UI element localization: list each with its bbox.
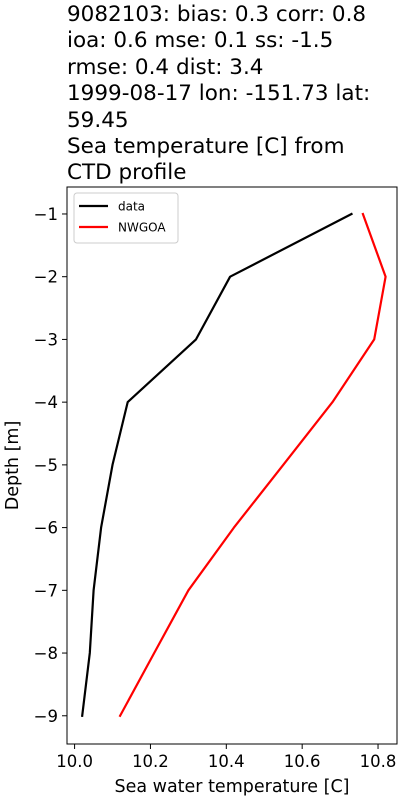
title-line: rmse: 0.4 dist: 3.4 — [67, 54, 264, 80]
title-line: ioa: 0.6 mse: 0.1 ss: -1.5 — [67, 28, 334, 54]
series-line-nwgoa — [118, 212, 387, 718]
y-tick-label: −7 — [34, 581, 58, 600]
series-layer — [80, 212, 387, 718]
y-tick-label: −2 — [34, 268, 58, 287]
y-tick-label: −4 — [34, 393, 58, 412]
x-tick-label: 10.4 — [208, 752, 245, 771]
series-line-data — [80, 212, 353, 718]
title-line: 1999-08-17 lon: -151.73 lat: — [67, 81, 371, 107]
plot-frame — [66, 186, 398, 745]
x-tick-label: 10.2 — [132, 752, 169, 771]
x-tick-label: 10.6 — [284, 752, 321, 771]
y-tick-label: −3 — [34, 330, 58, 349]
y-tick-label: −1 — [34, 205, 58, 224]
legend-label-nwgoa: NWGOA — [118, 221, 166, 235]
title-line: 59.45 — [67, 107, 129, 133]
y-tick-label: −5 — [34, 456, 58, 475]
title-line: 9082103: bias: 0.3 corr: 0.8 — [67, 2, 367, 27]
title-line: Sea temperature [C] from — [67, 134, 345, 160]
y-tick-label: −6 — [34, 519, 58, 538]
x-tick-label: 10.8 — [360, 752, 397, 771]
legend-label-data: data — [118, 200, 145, 214]
y-tick-label: −9 — [34, 707, 58, 726]
y-axis-label: Depth [m] — [3, 421, 23, 511]
title-line: CTD profile — [67, 160, 187, 186]
chart-title: 9082103: bias: 0.3 corr: 0.8 ioa: 0.6 ms… — [67, 2, 397, 187]
x-axis-label: Sea water temperature [C] — [114, 777, 349, 797]
axes-layer: 10.0 10.2 10.4 10.6 10.8 −1 −2 −3 −4 −5 −6 −7 −8 −9 — [34, 205, 397, 771]
x-tick-label: 10.0 — [56, 752, 93, 771]
legend: data NWGOA — [73, 192, 179, 244]
y-tick-label: −8 — [34, 644, 58, 663]
